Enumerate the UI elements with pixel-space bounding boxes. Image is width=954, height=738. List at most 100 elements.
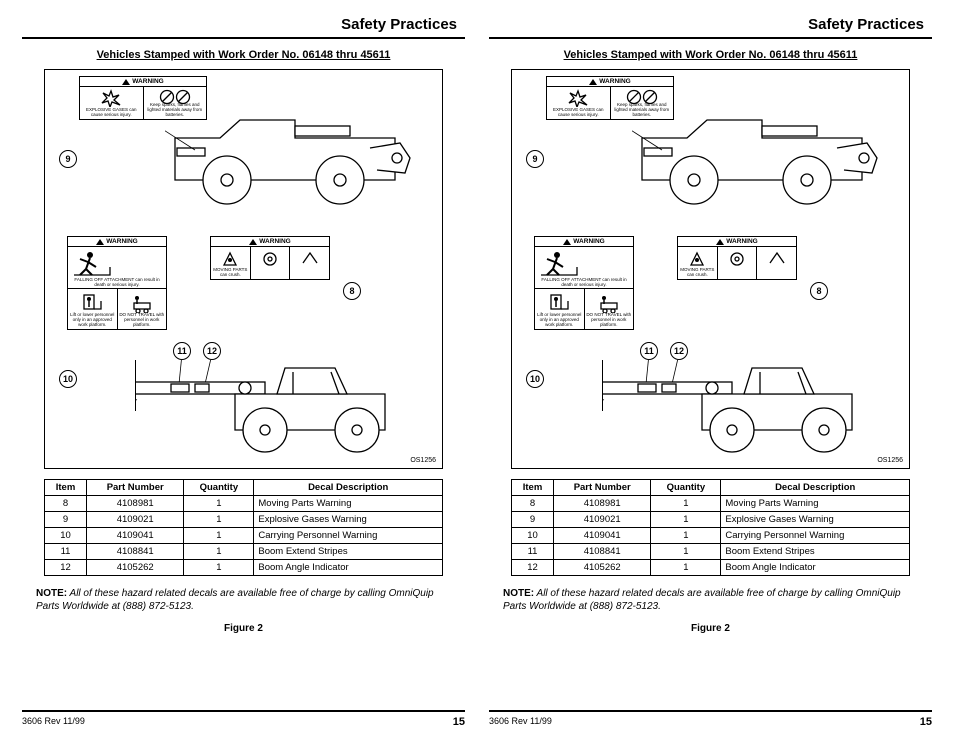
warning-decal-moving: WARNING MOVING PARTS can crush. [210,236,330,280]
table-row: 1041090411Carrying Personnel Warning [512,528,910,544]
subtitle: Vehicles Stamped with Work Order No. 061… [489,49,932,61]
warning-triangle-icon [249,239,257,245]
note-text: All of these hazard related decals are a… [36,588,434,612]
warning-label: WARNING [573,238,604,245]
note-label: NOTE: [36,588,67,599]
th-item: Item [512,480,554,496]
footer-rev: 3606 Rev 11/99 [489,716,552,728]
table-row: 1041090411Carrying Personnel Warning [45,528,443,544]
vehicle-top-svg [632,108,882,218]
table-row: 941090211Explosive Gases Warning [45,512,443,528]
table-row: 841089811Moving Parts Warning [512,496,910,512]
no-smoke-flame-icon [626,89,658,105]
diagram-ref: OS1256 [877,457,903,464]
th-qty: Quantity [651,480,721,496]
note: NOTE: All of these hazard related decals… [36,588,451,613]
warning-label: WARNING [259,238,290,245]
th-desc: Decal Description [721,480,910,496]
callout-8: 8 [343,282,361,300]
callout-9: 9 [59,150,77,168]
page-footer: 3606 Rev 11/99 15 [489,710,932,728]
no-smoke-flame-icon [159,89,191,105]
diagram-box: WARNING EXPLOSIVE GASES can cause seriou… [44,69,443,469]
pinch-icon [220,249,240,267]
footer-page-number: 15 [453,716,465,728]
gear-icon [260,249,280,267]
vehicle-top-svg [165,108,415,218]
diagram-ref: OS1256 [410,457,436,464]
vehicle-bot-svg [135,360,415,460]
subtitle: Vehicles Stamped with Work Order No. 061… [22,49,465,61]
decal-table: Item Part Number Quantity Decal Descript… [44,479,443,576]
th-desc: Decal Description [254,480,443,496]
warning-header: WARNING [211,237,329,247]
table-row: 841089811Moving Parts Warning [45,496,443,512]
callout-9: 9 [526,150,544,168]
table-row: 1141088411Boom Extend Stripes [45,544,443,560]
title-rule [489,37,932,39]
warn-cell-lift: Lift or lower personnel only in an appro… [535,289,585,329]
warning-label: WARNING [106,238,137,245]
warn-cell-lift: Lift or lower personnel only in an appro… [68,289,118,329]
warning-triangle-icon [589,79,597,85]
gear-icon [727,249,747,267]
warning-header: WARNING [678,237,796,247]
page-title: Safety Practices [22,16,465,33]
title-rule [22,37,465,39]
warning-triangle-icon [96,239,104,245]
page-left: Safety Practices Vehicles Stamped with W… [10,16,477,728]
note: NOTE: All of these hazard related decals… [503,588,918,613]
diagram-box: WARNING EXPLOSIVE GASES can cause seriou… [511,69,910,469]
callout-11: 11 [640,342,658,360]
hand-crush-icon [300,249,320,267]
footer-page-number: 15 [920,716,932,728]
callout-12: 12 [203,342,221,360]
hand-crush-icon [767,249,787,267]
warn-cell-moving-3 [290,247,329,279]
warning-decal-personnel: WARNING FALLING OFF ATTACHMENT can resul… [67,236,167,330]
warn-cell-explosive: EXPLOSIVE GASES can cause serious injury… [547,87,611,119]
th-part: Part Number [87,480,184,496]
warning-decal-personnel: WARNING FALLING OFF ATTACHMENT can resul… [534,236,634,330]
warning-label: WARNING [132,78,163,85]
warning-header: WARNING [80,77,206,87]
footer-rev: 3606 Rev 11/99 [22,716,85,728]
platform-lift-icon [81,291,103,313]
warn-cell-moving-2 [718,247,758,279]
th-qty: Quantity [184,480,254,496]
warn-falling-row: FALLING OFF ATTACHMENT can result in dea… [68,247,166,289]
page-title: Safety Practices [489,16,932,33]
warning-decal-moving: WARNING MOVING PARTS can crush. [677,236,797,280]
callout-8: 8 [810,282,828,300]
th-part: Part Number [554,480,651,496]
table-row: 941090211Explosive Gases Warning [512,512,910,528]
warning-triangle-icon [563,239,571,245]
callout-10: 10 [59,370,77,388]
warn-falling-text: FALLING OFF ATTACHMENT can result in dea… [537,277,631,287]
warning-header: WARNING [535,237,633,247]
vehicle-bot-svg [602,360,882,460]
warn-cell-travel: DO NOT TRAVEL with personnel in work pla… [118,289,167,329]
explosion-icon [567,89,589,107]
note-text: All of these hazard related decals are a… [503,588,901,612]
callout-12: 12 [670,342,688,360]
warning-header: WARNING [68,237,166,247]
no-travel-icon [598,291,620,313]
th-item: Item [45,480,87,496]
warning-header: WARNING [547,77,673,87]
table-header-row: Item Part Number Quantity Decal Descript… [512,480,910,496]
explosion-icon [100,89,122,107]
page-footer: 3606 Rev 11/99 15 [22,710,465,728]
warning-label: WARNING [726,238,757,245]
warn-cell-travel: DO NOT TRAVEL with personnel in work pla… [585,289,634,329]
warn-cell-moving-1: MOVING PARTS can crush. [211,247,251,279]
warn-falling-row: FALLING OFF ATTACHMENT can result in dea… [535,247,633,289]
warn-cell-moving-2 [251,247,291,279]
no-travel-icon [131,291,153,313]
figure-caption: Figure 2 [489,623,932,634]
warn-cell-moving-1: MOVING PARTS can crush. [678,247,718,279]
warning-label: WARNING [599,78,630,85]
note-label: NOTE: [503,588,534,599]
table-header-row: Item Part Number Quantity Decal Descript… [45,480,443,496]
warn-falling-text: FALLING OFF ATTACHMENT can result in dea… [70,277,164,287]
